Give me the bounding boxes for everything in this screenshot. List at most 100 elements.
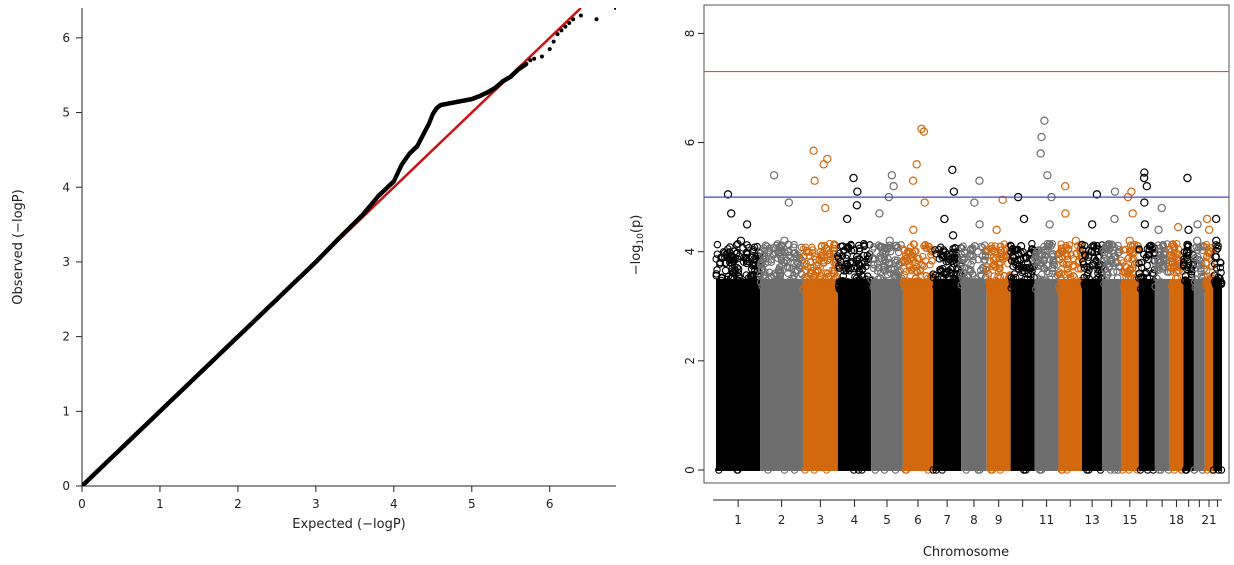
manhattan-point <box>1008 277 1017 286</box>
manhattan-point <box>1192 236 1202 245</box>
manhattan-point <box>940 269 948 278</box>
manhattan-point <box>1045 269 1053 278</box>
manhattan-point <box>760 272 768 280</box>
manhattan-point <box>1007 273 1016 282</box>
manhattan-point <box>949 249 957 257</box>
manhattan-point <box>916 267 925 275</box>
manhattan-point <box>871 466 879 474</box>
manhattan-point <box>1214 466 1223 474</box>
manhattan-y-axis-label: −log10(p) <box>629 215 646 276</box>
qq-point <box>532 56 537 61</box>
manhattan-point <box>1211 214 1221 224</box>
manhattan-point <box>949 187 959 196</box>
qq-point <box>594 17 599 22</box>
manhattan-point <box>1080 241 1089 250</box>
manhattan-chromosome-band <box>1081 278 1103 471</box>
manhattan-point <box>735 272 743 281</box>
manhattan-point <box>901 466 910 474</box>
manhattan-points <box>712 116 1226 474</box>
manhattan-point <box>1105 262 1113 271</box>
manhattan-point <box>913 278 921 287</box>
manhattan-point <box>1190 278 1199 286</box>
manhattan-point <box>849 173 858 183</box>
manhattan-point <box>810 263 818 272</box>
manhattan-point <box>784 269 792 277</box>
manhattan-point <box>870 261 878 269</box>
manhattan-point <box>883 244 892 252</box>
manhattan-point <box>739 258 748 266</box>
manhattan-point <box>1122 272 1130 281</box>
manhattan-point <box>1193 220 1202 229</box>
manhattan-point <box>1155 466 1163 474</box>
manhattan-point <box>935 255 944 263</box>
manhattan-point <box>1066 273 1075 281</box>
manhattan-point <box>715 466 723 474</box>
manhattan-point <box>1206 247 1216 256</box>
manhattan-point <box>1069 254 1078 263</box>
manhattan-point <box>1089 282 1097 290</box>
manhattan-point <box>1190 466 1198 474</box>
manhattan-point <box>780 236 789 245</box>
manhattan-point <box>1139 173 1149 183</box>
qq-x-axis-label: Expected (−logP) <box>292 517 405 532</box>
manhattan-point <box>1193 252 1202 262</box>
manhattan-point <box>842 214 852 224</box>
manhattan-point <box>1071 280 1079 289</box>
manhattan-x-tick-label: 8 <box>970 513 978 527</box>
manhattan-point <box>1057 247 1065 256</box>
manhattan-point <box>785 284 793 293</box>
manhattan-point <box>769 271 778 279</box>
manhattan-point <box>1110 187 1120 196</box>
manhattan-y-ticks: 0 2 4 6 8 <box>683 30 704 474</box>
manhattan-point <box>1062 260 1071 269</box>
manhattan-point <box>764 258 772 266</box>
manhattan-point <box>790 259 798 268</box>
manhattan-point <box>1103 256 1111 264</box>
manhattan-point <box>800 261 808 270</box>
manhattan-x-tick-label: 3 <box>817 513 825 527</box>
manhattan-point <box>884 284 892 293</box>
manhattan-point <box>773 276 781 285</box>
manhattan-point <box>929 466 937 474</box>
qq-point <box>614 8 616 10</box>
manhattan-point <box>1125 236 1134 245</box>
manhattan-point <box>764 466 772 474</box>
manhattan-x-axis-label: Chromosome <box>923 545 1009 560</box>
manhattan-point <box>761 268 769 276</box>
manhattan-point <box>989 246 998 255</box>
manhattan-point <box>957 270 966 279</box>
manhattan-point <box>947 282 955 291</box>
manhattan-point <box>1151 256 1159 265</box>
manhattan-point <box>1055 268 1064 276</box>
manhattan-chromosome-band <box>933 278 962 471</box>
manhattan-point <box>1070 273 1079 281</box>
manhattan-point <box>1077 241 1085 250</box>
manhattan-x-tick-label: 21 <box>1201 513 1216 527</box>
manhattan-chromosome-band <box>871 278 903 471</box>
manhattan-point <box>810 176 819 185</box>
manhattan-point <box>1170 257 1178 266</box>
manhattan-point <box>1160 280 1169 289</box>
manhattan-point <box>1183 173 1192 183</box>
manhattan-point <box>918 281 926 290</box>
manhattan-point <box>865 253 873 261</box>
manhattan-point <box>712 270 721 278</box>
manhattan-chromosome-band <box>1193 278 1205 471</box>
manhattan-chromosome-band <box>1183 278 1194 471</box>
manhattan-point <box>929 274 938 282</box>
manhattan-point <box>907 266 916 275</box>
manhattan-point <box>1033 257 1041 265</box>
manhattan-point <box>1217 466 1226 474</box>
manhattan-point <box>990 260 998 269</box>
manhattan-point <box>959 242 967 250</box>
manhattan-point <box>1065 241 1074 249</box>
manhattan-point <box>1202 253 1211 261</box>
manhattan-point <box>869 283 877 292</box>
manhattan-point <box>1211 252 1220 262</box>
manhattan-point <box>777 256 786 265</box>
manhattan-point <box>1087 247 1097 256</box>
manhattan-point <box>1011 245 1019 254</box>
manhattan-point <box>790 271 798 280</box>
manhattan-point <box>817 242 827 251</box>
